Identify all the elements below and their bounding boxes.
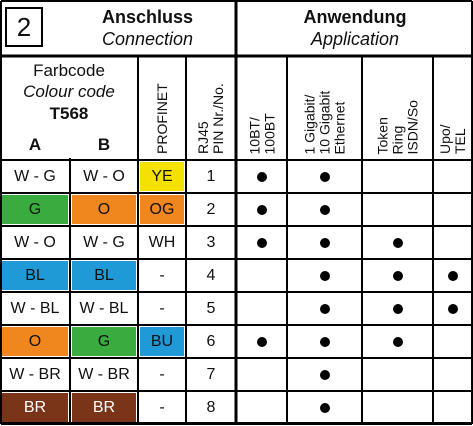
colour-b-cell: G bbox=[72, 327, 136, 356]
application-dot bbox=[256, 204, 267, 215]
colour-a-cell: O bbox=[2, 327, 68, 356]
colour-b-cell: W - G bbox=[72, 228, 136, 257]
colour-code-label-de: Farbcode bbox=[33, 61, 105, 80]
application-dot bbox=[392, 303, 403, 314]
application-dot bbox=[448, 303, 458, 314]
application-dot bbox=[392, 237, 403, 248]
application-dot bbox=[448, 270, 458, 281]
app-col-label-gigabit: 1 Gigabit/ 10 Gigabit Ethernet bbox=[301, 90, 347, 154]
application-title-en: Application bbox=[310, 29, 400, 49]
colour-a-cell: W - BR bbox=[2, 360, 68, 389]
app-col-label-token-ring: Token Ring ISDN/So bbox=[374, 99, 420, 154]
application-title-de: Anwendung bbox=[303, 7, 407, 27]
colour-code-label-en: Colour code bbox=[23, 82, 115, 101]
application-dot bbox=[319, 336, 330, 347]
application-dot bbox=[256, 237, 267, 248]
app-col-label-upo-tel: Upo/ TEL bbox=[437, 124, 468, 154]
application-dot bbox=[319, 369, 330, 380]
colour-b-cell: W - O bbox=[72, 162, 136, 191]
application-dot bbox=[319, 237, 330, 248]
pin-number-cell: 2 bbox=[188, 195, 234, 224]
pin-number-cell: 5 bbox=[188, 294, 234, 323]
colour-b-cell: W - BR bbox=[72, 360, 136, 389]
profinet-cell: - bbox=[140, 294, 184, 323]
colour-a-cell: G bbox=[2, 195, 68, 224]
column-a-label: A bbox=[28, 135, 42, 154]
pin-number-cell: 7 bbox=[188, 360, 234, 389]
application-dot bbox=[392, 270, 403, 281]
pin-number-cell: 4 bbox=[188, 261, 234, 290]
pin-number-cell: 6 bbox=[188, 327, 234, 356]
profinet-cell: - bbox=[140, 360, 184, 389]
colour-b-cell: BL bbox=[72, 261, 136, 290]
app-col-label-10bt: 10BT/ 100BT bbox=[245, 112, 277, 154]
application-dot bbox=[319, 402, 330, 413]
profinet-cell: OG bbox=[140, 195, 184, 224]
application-dot bbox=[256, 336, 267, 347]
connection-title-de: Anschluss bbox=[101, 7, 194, 27]
section-number-box: 2 bbox=[5, 7, 43, 47]
colour-a-cell: BL bbox=[2, 261, 68, 290]
section-number: 2 bbox=[16, 11, 32, 42]
application-dot bbox=[319, 270, 330, 281]
profinet-cell: WH bbox=[140, 228, 184, 257]
pin-number-cell: 1 bbox=[188, 162, 234, 191]
application-dot bbox=[319, 303, 330, 314]
application-dot bbox=[319, 171, 330, 182]
colour-b-cell: O bbox=[72, 195, 136, 224]
profinet-cell: YE bbox=[140, 162, 184, 191]
rj45-pin-column-label: RJ45 PIN Nr./No. bbox=[195, 83, 226, 154]
pin-number-cell: 8 bbox=[188, 393, 234, 422]
profinet-cell: - bbox=[140, 393, 184, 422]
profinet-cell: - bbox=[140, 261, 184, 290]
application-dot bbox=[256, 171, 267, 182]
profinet-cell: BU bbox=[140, 327, 184, 356]
application-dot bbox=[319, 204, 330, 215]
colour-a-cell: W - O bbox=[2, 228, 68, 257]
standard-label: T568 bbox=[49, 104, 89, 123]
colour-b-cell: BR bbox=[72, 393, 136, 422]
connection-title-en: Connection bbox=[101, 29, 194, 49]
colour-a-cell: W - G bbox=[2, 162, 68, 191]
column-b-label: B bbox=[97, 135, 111, 154]
pin-number-cell: 3 bbox=[188, 228, 234, 257]
application-dot bbox=[392, 336, 403, 347]
colour-a-cell: BR bbox=[2, 393, 68, 422]
profinet-column-label: PROFINET bbox=[153, 83, 170, 154]
colour-a-cell: W - BL bbox=[2, 294, 68, 323]
colour-b-cell: W - BL bbox=[72, 294, 136, 323]
